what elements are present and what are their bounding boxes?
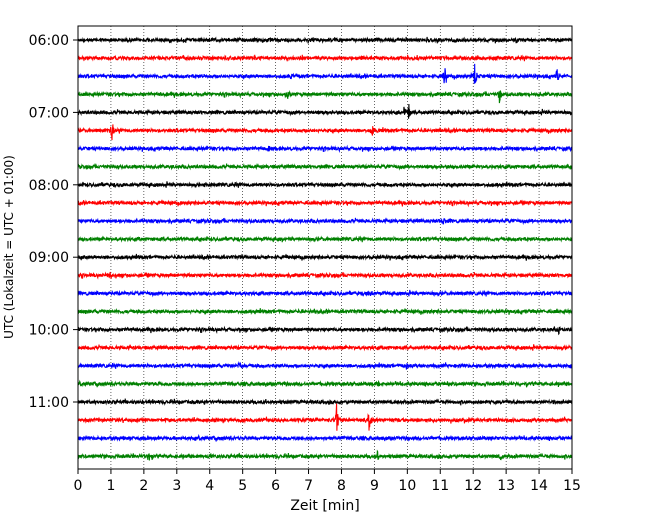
y-tick-label: 06:00 [29,33,69,49]
x-axis-label: Zeit [min] [290,498,359,514]
trace-line [77,271,573,280]
trace-line [77,379,573,388]
trace-line [77,289,573,298]
trace-line [77,144,573,154]
trace-line [77,124,573,141]
trace-line [77,403,573,431]
trace-line [77,63,573,84]
x-tick-label: 15 [563,478,581,494]
y-axis-ticks: 06:00 07:00 08:00 09:00 10:00 11:00 [29,33,78,411]
y-tick-label: 07:00 [29,105,69,121]
x-tick-label: 1 [106,478,115,494]
trace-line [77,253,573,261]
y-axis-label: UTC (Lokalzeit = UTC + 01:00) [2,155,16,339]
x-tick-label: 14 [530,478,548,494]
trace-line [77,54,573,62]
grid [110,26,540,469]
x-tick-label: 9 [370,478,379,494]
seismogram-traces [77,36,573,461]
x-axis-ticks: 0 1 2 3 4 5 6 7 8 9 10 11 12 13 14 15 [74,469,581,494]
x-tick-label: 3 [172,478,181,494]
x-tick-label: 2 [139,478,148,494]
trace-line [77,217,573,226]
trace-line [77,344,573,352]
x-tick-label: 0 [74,478,83,494]
y-tick-label: 11:00 [29,395,69,411]
trace-line [77,325,573,336]
trace-line [77,433,573,442]
x-tick-label: 13 [497,478,515,494]
trace-line [77,89,573,104]
y-tick-label: 08:00 [29,178,69,194]
trace-line [77,163,573,171]
trace-line [77,36,573,44]
trace-line [77,181,573,189]
x-tick-label: 6 [271,478,280,494]
y-tick-label: 10:00 [29,323,69,339]
trace-line [77,235,573,243]
trace-line [77,398,573,406]
y-tick-label: 09:00 [29,250,69,266]
x-tick-label: 11 [431,478,449,494]
trace-line [77,361,573,370]
x-tick-label: 5 [238,478,247,494]
x-tick-label: 12 [464,478,482,494]
x-tick-label: 8 [337,478,346,494]
trace-line [77,307,573,316]
plot-frame [77,25,573,470]
trace-line [77,103,573,119]
trace-line [77,198,573,208]
x-tick-label: 10 [398,478,416,494]
x-tick-label: 4 [205,478,214,494]
x-tick-label: 7 [304,478,313,494]
trace-line [77,449,573,461]
